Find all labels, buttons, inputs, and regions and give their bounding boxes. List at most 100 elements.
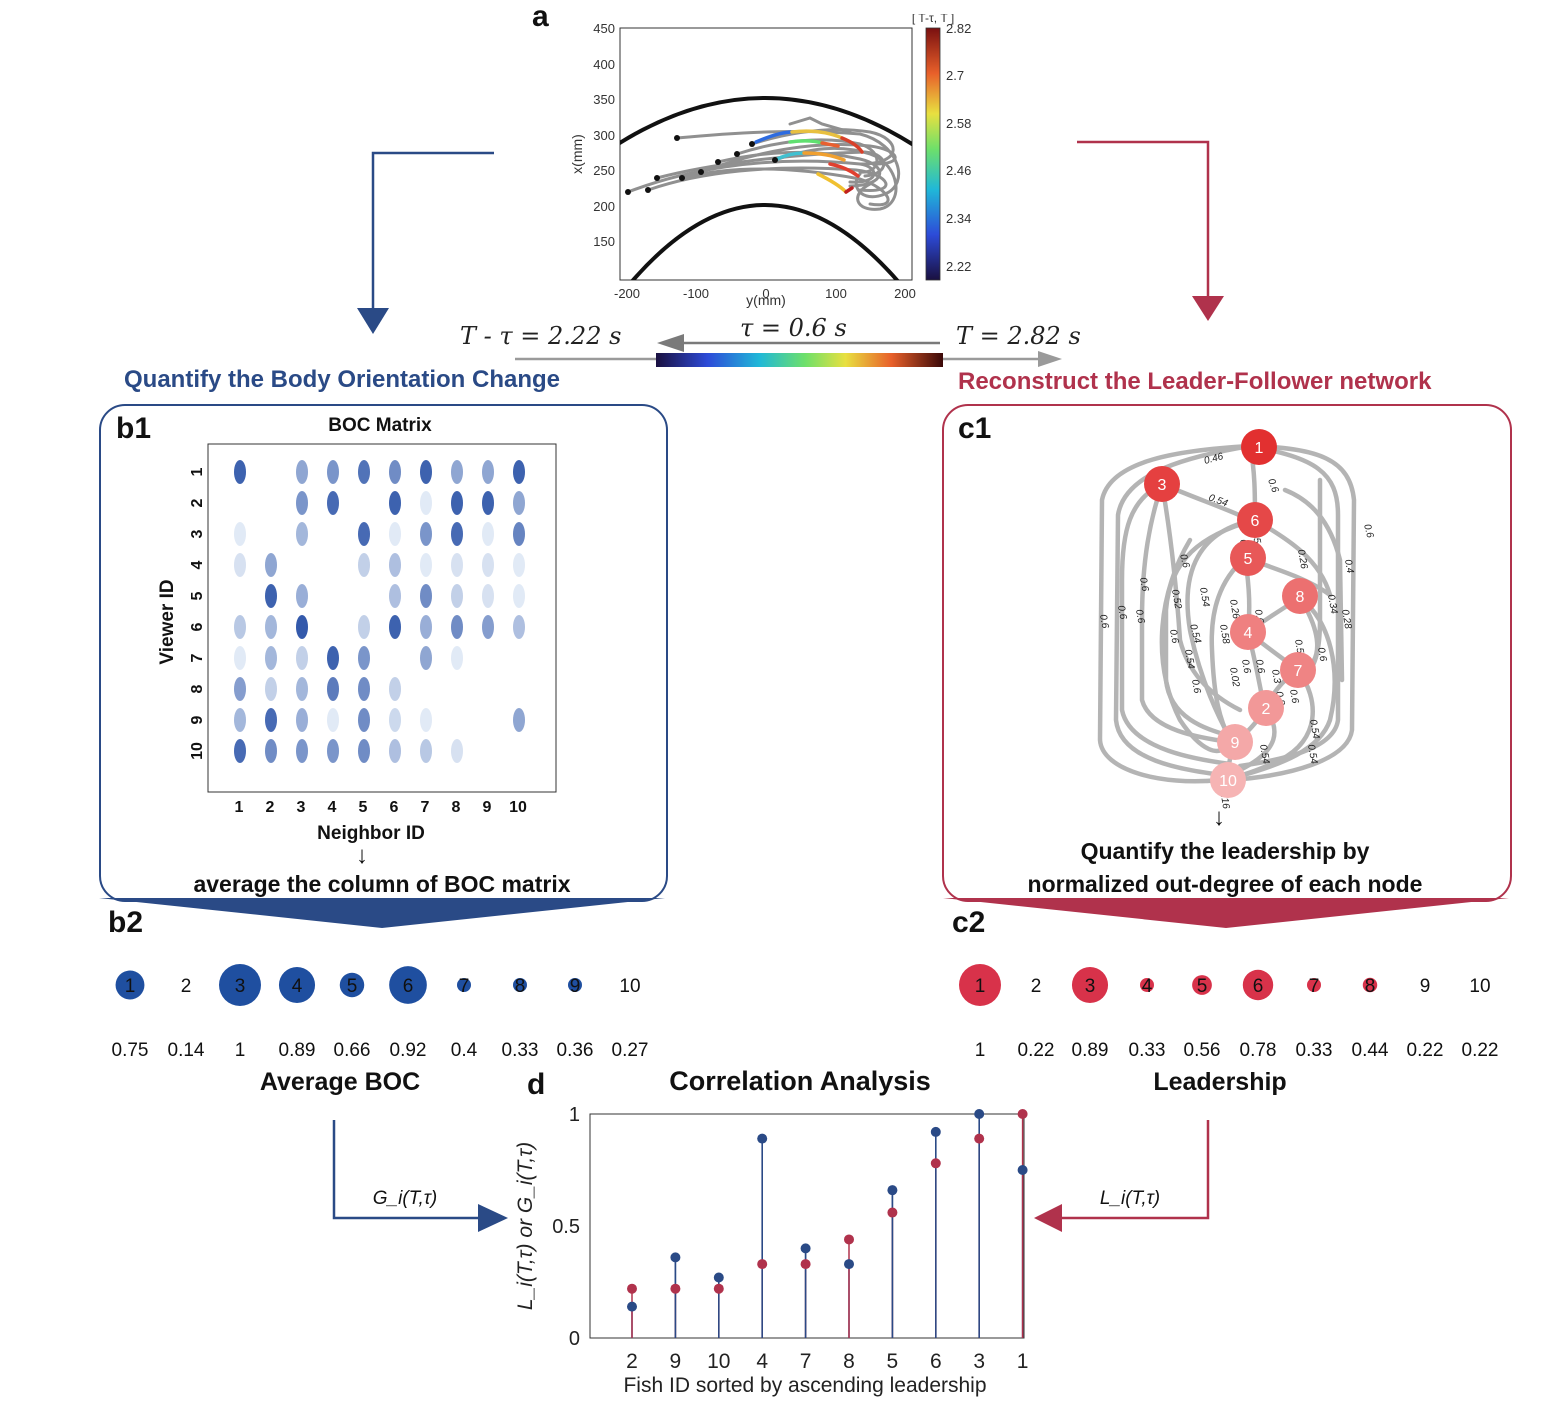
d-x-tick: 8 bbox=[843, 1350, 855, 1373]
point-leadership bbox=[757, 1259, 768, 1270]
correlation-stems bbox=[627, 1109, 1028, 1338]
point-boc bbox=[974, 1109, 985, 1119]
boc-cell bbox=[420, 615, 432, 639]
bubble bbox=[513, 978, 527, 992]
edge-label: 0.26 bbox=[1227, 599, 1241, 621]
edge-label: 0.52 bbox=[1169, 589, 1183, 611]
boc-cell bbox=[358, 615, 370, 639]
point-boc bbox=[670, 1252, 681, 1263]
score-value: 0.78 bbox=[1239, 1040, 1277, 1061]
boc-cell bbox=[389, 739, 401, 763]
bubble-id: 2 bbox=[181, 976, 192, 997]
y-tick: 150 bbox=[593, 234, 615, 249]
network-node-label: 4 bbox=[1244, 625, 1253, 642]
bubble bbox=[959, 964, 1001, 1006]
bubble bbox=[389, 966, 427, 1004]
correlation-ylabel: L_i(T,τ) or G_i(T,τ) bbox=[514, 1142, 537, 1310]
edge-label: 0.58 bbox=[1217, 624, 1231, 646]
edge-label: 0.02 bbox=[1227, 667, 1241, 689]
bubble-id: 2 bbox=[1031, 976, 1042, 997]
c-funnel-shape bbox=[943, 898, 1509, 928]
boc-cell bbox=[265, 584, 277, 608]
boc-x-tick: 2 bbox=[266, 799, 275, 816]
boc-cell bbox=[358, 646, 370, 670]
score-value: 0.36 bbox=[556, 1040, 594, 1061]
boc-cell bbox=[513, 460, 525, 484]
panel-b1-letter: b1 bbox=[116, 412, 152, 445]
network-node-label: 5 bbox=[1244, 551, 1253, 568]
boc-cell bbox=[482, 615, 494, 639]
g-arrow-label: G_i(T,τ) bbox=[373, 1188, 437, 1209]
boc-y-tick: 4 bbox=[189, 560, 206, 569]
edge-label: 0.54 bbox=[1187, 623, 1203, 645]
network-node-label: 10 bbox=[1219, 773, 1237, 790]
network-node bbox=[1144, 466, 1180, 502]
edge-label: 0.34 bbox=[1325, 594, 1339, 616]
bubble-id: 5 bbox=[347, 976, 358, 997]
boc-cell bbox=[451, 553, 463, 577]
edge-label: 0.6 bbox=[1315, 647, 1328, 663]
edge-label: 0.54 bbox=[1307, 719, 1321, 741]
c-funnel bbox=[943, 898, 1509, 928]
time-colorbar bbox=[925, 27, 941, 281]
bubble-id: 9 bbox=[1420, 976, 1431, 997]
boc-cell bbox=[389, 553, 401, 577]
g-connector bbox=[332, 1120, 478, 1220]
trajectory-lines bbox=[626, 116, 901, 211]
network-node bbox=[1217, 724, 1253, 760]
edge-label: 0.6 bbox=[1361, 523, 1375, 540]
edge-label: 0.6 bbox=[1265, 477, 1280, 494]
colorbar-ticks: 2.82 2.7 2.58 2.46 2.34 2.22 bbox=[946, 21, 971, 274]
boc-cell bbox=[513, 522, 525, 546]
edge-label: 0.6 bbox=[1177, 553, 1191, 570]
top-connectors bbox=[357, 140, 1224, 367]
correlation-y-ticks: 0 0.5 1 bbox=[552, 1104, 580, 1350]
boc-cell bbox=[327, 739, 339, 763]
network-node-label: 2 bbox=[1262, 701, 1271, 718]
bubble bbox=[1140, 978, 1154, 992]
boc-cell bbox=[389, 491, 401, 515]
edge-label: 0.6 bbox=[1287, 689, 1300, 705]
boc-cell bbox=[327, 708, 339, 732]
network-node bbox=[1210, 762, 1246, 798]
bubble bbox=[219, 964, 261, 1006]
boc-x-tick: 9 bbox=[483, 799, 492, 816]
point-boc bbox=[844, 1259, 854, 1270]
cbar-tick: 2.82 bbox=[946, 21, 971, 36]
network-edges bbox=[1097, 443, 1357, 784]
edge-label: 0.4 bbox=[1342, 559, 1355, 575]
network-node-label: 9 bbox=[1231, 735, 1240, 752]
boc-x-ticks: 1 2 3 4 5 6 7 8 9 10 bbox=[235, 799, 527, 816]
trajectory-plot: 450 400 350 300 250 200 150 -200 -100 0 … bbox=[569, 14, 971, 308]
panel-c2-letter: c2 bbox=[952, 906, 986, 939]
boc-cell bbox=[234, 460, 246, 484]
edge-label: 0.6 bbox=[1133, 609, 1146, 625]
boc-cell bbox=[389, 522, 401, 546]
boc-cell bbox=[420, 584, 432, 608]
trajectory-y-ticks: 450 400 350 300 250 200 150 bbox=[593, 21, 615, 249]
boc-x-tick: 4 bbox=[328, 799, 337, 816]
d-x-tick: 1 bbox=[1017, 1350, 1029, 1373]
d-x-tick: 9 bbox=[670, 1350, 682, 1373]
panel-a-letter: a bbox=[532, 0, 549, 33]
boc-cell bbox=[327, 646, 339, 670]
blue-arrowhead bbox=[357, 308, 389, 334]
timeline-end-label: T = 2.82 s bbox=[956, 322, 1081, 350]
score-value: 0.75 bbox=[111, 1040, 149, 1061]
l-arrowhead bbox=[1034, 1204, 1062, 1232]
panel-c1-box bbox=[942, 404, 1512, 902]
boc-y-tick: 7 bbox=[189, 653, 206, 662]
c1-caption-line2: normalized out-degree of each node bbox=[1027, 871, 1423, 897]
edge-label: 0.6 bbox=[1239, 659, 1252, 675]
boc-cell bbox=[420, 553, 432, 577]
score-value: 0.44 bbox=[1351, 1040, 1389, 1061]
boc-y-tick: 8 bbox=[189, 684, 206, 693]
boc-cell bbox=[451, 491, 463, 515]
panel-d-figure: G_i(T,τ) L_i(T,τ) 0 0.5 1 2 9 10 4 7 8 5 6 3 1 Fi… bbox=[332, 1104, 1210, 1397]
correlation-xlabel: Fish ID sorted by ascending leadership bbox=[623, 1374, 986, 1397]
c1-down-arrow: ↓ bbox=[1213, 804, 1225, 831]
y-tick: 200 bbox=[593, 199, 615, 214]
b2-label: Average BOC bbox=[259, 1068, 421, 1096]
edge-label: 0.6 bbox=[1377, 556, 1380, 573]
boc-cell bbox=[234, 646, 246, 670]
